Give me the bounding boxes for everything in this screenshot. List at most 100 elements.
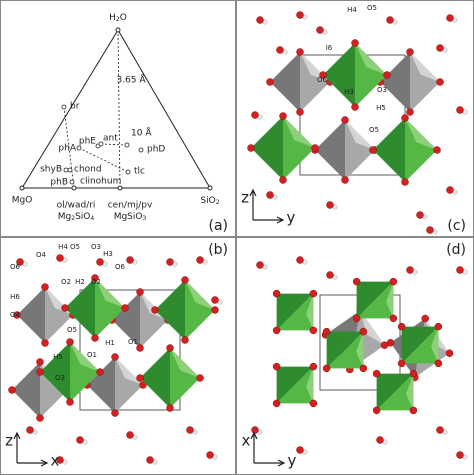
oxygen-atom [66,398,74,406]
oxygen-atom [372,369,381,378]
atom-label: H6 [10,293,20,301]
phase-label: clinohum [80,177,121,187]
text-part: 3 [142,215,146,222]
octahedron-face [283,116,315,148]
atom-label: O5 [70,243,80,251]
oxygen-atom [211,306,219,314]
axis-label: y [287,209,296,227]
atom-label: O4 [10,311,21,319]
octahedron-face [87,357,115,413]
octahedron-face [373,118,405,182]
oxygen-atom [61,304,69,312]
oxygen-atom [309,362,318,371]
octahedron-face [70,342,100,372]
atom-label: O6 [10,263,21,271]
octahedron-face [65,278,95,338]
axis-label: z [241,189,249,207]
octahedron-face [380,52,410,112]
octahedron-face [112,292,140,348]
atom-label: O1 [87,351,97,359]
oxygen-atom [434,322,443,331]
axis-label: x [242,432,251,450]
oxygen-atom [341,116,349,124]
phase-label: phE [79,137,96,147]
atom-label: O6 [115,263,126,271]
oxygen-atom [416,211,424,219]
atom-label: O6 [317,76,328,84]
oxygen-atom [181,336,189,344]
oxygen-atom [8,386,16,394]
axis-label: z [5,432,13,450]
oxygen-atom [196,256,204,264]
phase-label: shyB [40,165,62,175]
octahedron-face [345,120,375,150]
oxygen-atom [434,359,443,368]
octahedron-face [306,366,314,404]
oxygen-atom [326,271,334,279]
oxygen-atom [206,451,214,459]
text-part: O [120,13,127,23]
octahedron-face [276,293,314,331]
oxygen-atom [276,46,284,54]
oxygen-atom [456,451,464,459]
axis-arrows [13,431,49,467]
composition-formula: MgSiO3 [114,212,147,222]
oxygen-atom [36,414,44,422]
atom-label: O5 [67,326,77,334]
oxygen-atom [266,191,274,199]
oxygen-atom [96,258,104,266]
oxygen-atom [309,399,318,408]
phase-point [98,141,104,147]
octahedron-face [95,278,125,308]
atom-label: O4 [36,251,47,259]
oxygen-atom [386,16,394,24]
crystal-structures [8,11,468,465]
octahedron-face [431,326,439,364]
oxygen-atom [151,306,159,314]
octahedron-face [386,281,394,319]
oxygen-atom [272,399,281,408]
composition-label: cen/mj/pv [108,201,153,211]
oxygen-atom [211,296,219,304]
oxygen-atom [436,44,444,52]
text-part: 2 [216,199,220,206]
oxygen-atom [251,111,259,119]
oxygen-atom [421,314,429,323]
oxygen-atom [436,426,444,434]
oxygen-atom [409,369,418,378]
unit-cell [79,289,181,411]
atom-label: O3 [377,86,387,94]
octahedron-face [140,348,170,408]
text-part: 2 [71,215,75,222]
phase-label: tlc [134,167,145,177]
oxygen-atom [426,226,434,234]
oxygen-atom [272,289,281,298]
oxygen-atom [352,314,361,323]
panel-label: (c) [447,218,466,234]
oxygen-atom [296,446,304,454]
oxygen-atom [196,374,204,382]
oxygen-atom [76,436,84,444]
octahedron-face [356,331,364,369]
oxygen-atom [296,48,304,56]
oxygen-atom [91,334,99,342]
atom-label: H5 [53,353,63,361]
phase-point [63,167,69,173]
vertex-point [19,185,25,191]
axis-label: x [51,452,60,470]
atom-label: H1 [105,339,115,347]
composition-formula: Mg2SiO4 [58,212,95,222]
octahedron-face [401,326,439,364]
phase-point [76,145,82,151]
ternary-lines [21,29,211,189]
phase-point [125,169,131,175]
oxygen-atom [322,327,331,336]
oxygen-atom [322,364,331,373]
vertex-point [71,185,77,191]
oxygen-atom [136,344,144,352]
oxygen-atom [369,146,377,154]
octahedron-face [17,287,45,343]
oxygen-atom [409,406,418,415]
oxygen-atom [309,289,318,298]
atom-label: H3 [344,88,354,96]
